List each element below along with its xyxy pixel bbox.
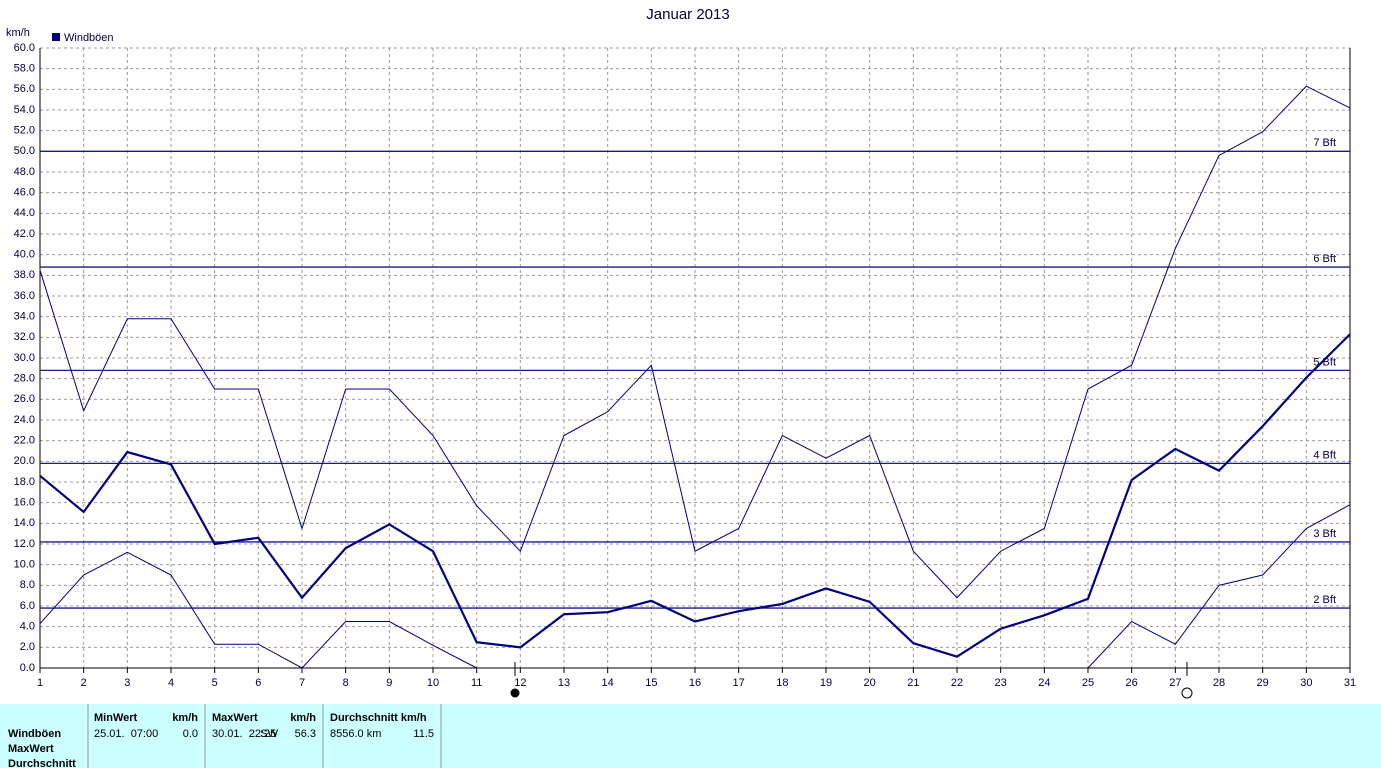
- stats-background: [0, 704, 1381, 768]
- y-tick-label: 50.0: [14, 145, 35, 157]
- direction: SW: [260, 728, 278, 740]
- x-tick-label: 6: [255, 677, 261, 689]
- x-tick-label: 8: [343, 677, 349, 689]
- y-tick-label: 44.0: [14, 207, 35, 219]
- y-tick-label: 56.0: [14, 83, 35, 95]
- y-tick-label: 22.0: [14, 435, 35, 447]
- x-tick-label: 7: [299, 677, 305, 689]
- y-tick-label: 26.0: [14, 393, 35, 405]
- header: MinWert: [94, 712, 138, 724]
- value: 11.5: [413, 728, 434, 740]
- stats-table: Windböen MaxWert Durchschnitt MinWert km…: [0, 704, 1381, 770]
- y-tick-label: 10.0: [14, 559, 35, 571]
- line: [39, 551, 477, 669]
- x-tick-label: 16: [689, 677, 701, 689]
- x-tick-label: 23: [995, 677, 1007, 689]
- x-tick-label: 15: [645, 677, 657, 689]
- x-tick-label: 2: [81, 677, 87, 689]
- y-tick-label: 0.0: [20, 662, 35, 674]
- line: [39, 333, 1351, 658]
- y-tick-label: 38.0: [14, 269, 35, 281]
- y-unit: km/h: [6, 27, 30, 39]
- y-tick-label: 34.0: [14, 311, 35, 323]
- legend-swatch: [52, 33, 60, 41]
- y-tick-label: 52.0: [14, 125, 35, 137]
- x-tick-label: 17: [733, 677, 745, 689]
- x-tick-label: 9: [386, 677, 392, 689]
- y-tick-label: 32.0: [14, 331, 35, 343]
- header: MaxWert: [212, 712, 258, 724]
- y-tick-label: 36.0: [14, 290, 35, 302]
- x-tick-label: 22: [951, 677, 963, 689]
- legend-label: Windböen: [64, 32, 114, 44]
- unit: km/h: [172, 712, 198, 724]
- y-tick-label: 30.0: [14, 352, 35, 364]
- header: Durchschnitt km/h: [330, 712, 427, 724]
- x-tick-label: 5: [212, 677, 218, 689]
- new-moon: [510, 688, 520, 698]
- x-tick-label: 1: [37, 677, 43, 689]
- plot-frame: [39, 48, 1351, 669]
- value: 56.3: [295, 728, 316, 740]
- moon-icons: [510, 662, 1193, 699]
- y-tick-label: 16.0: [14, 497, 35, 509]
- time: 30.01. 22:25: [212, 728, 276, 740]
- x-tick-label: 31: [1344, 677, 1356, 689]
- line: [1087, 504, 1351, 669]
- x-tick-label: 11: [471, 677, 482, 689]
- x-tick-label: 26: [1126, 677, 1138, 689]
- reference-label: 3 Bft: [1313, 528, 1336, 540]
- y-tick-label: 12.0: [14, 538, 35, 550]
- x-tick-label: 20: [864, 677, 876, 689]
- full-moon: [1181, 687, 1193, 699]
- x-tick-label: 12: [514, 677, 526, 689]
- reference-label: 7 Bft: [1313, 137, 1336, 149]
- x-tick-label: 3: [124, 677, 130, 689]
- distance: 8556.0 km: [330, 728, 381, 740]
- y-tick-label: 54.0: [14, 104, 35, 116]
- y-tick-label: 24.0: [14, 414, 35, 426]
- reference-label: 6 Bft: [1313, 253, 1336, 265]
- row-label: Durchschnitt: [8, 758, 76, 768]
- value: 0.0: [183, 728, 198, 740]
- x-tick-label: 14: [602, 677, 614, 689]
- line: [39, 85, 1351, 599]
- x-tick-label: 28: [1213, 677, 1225, 689]
- y-tick-label: 28.0: [14, 373, 35, 385]
- x-tick-label: 4: [168, 677, 174, 689]
- x-tick-label: 29: [1257, 677, 1269, 689]
- y-tick-label: 20.0: [14, 455, 35, 467]
- y-tick-label: 60.0: [14, 42, 35, 54]
- y-tick-label: 4.0: [20, 621, 35, 633]
- y-tick-label: 8.0: [20, 579, 35, 591]
- row-label: MaxWert: [8, 743, 54, 755]
- x-tick-label: 27: [1169, 677, 1181, 689]
- x-tick-label: 13: [558, 677, 570, 689]
- x-tick-label: 10: [427, 677, 439, 689]
- y-tick-label: 40.0: [14, 249, 35, 261]
- y-tick-label: 14.0: [14, 517, 35, 529]
- reference-label: 4 Bft: [1313, 449, 1336, 461]
- reference-label: 2 Bft: [1313, 594, 1336, 606]
- x-tick-label: 24: [1038, 677, 1050, 689]
- row-label: Windböen: [8, 728, 61, 740]
- y-tick-label: 18.0: [14, 476, 35, 488]
- x-tick-label: 18: [776, 677, 788, 689]
- y-tick-label: 2.0: [20, 641, 35, 653]
- x-tick-label: 19: [820, 677, 832, 689]
- chart-title: Januar 2013: [646, 6, 729, 23]
- y-tick-label: 58.0: [14, 63, 35, 75]
- y-tick-label: 42.0: [14, 228, 35, 240]
- y-tick-label: 46.0: [14, 187, 35, 199]
- y-tick-label: 48.0: [14, 166, 35, 178]
- y-tick-label: 6.0: [20, 600, 35, 612]
- x-tick-label: 30: [1300, 677, 1312, 689]
- time: 25.01. 07:00: [94, 728, 158, 740]
- unit: km/h: [290, 712, 316, 724]
- x-tick-label: 21: [907, 677, 919, 689]
- x-tick-label: 25: [1082, 677, 1094, 689]
